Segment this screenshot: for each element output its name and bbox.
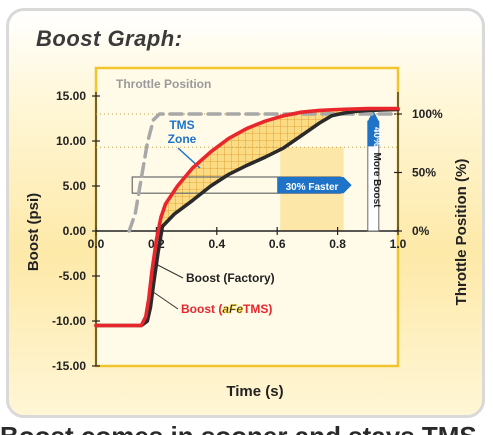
more-boost-text: More Boost [371, 153, 382, 209]
x-tick-label: 0.4 [208, 237, 225, 251]
tms-series-line [94, 106, 400, 328]
y2-tick-label: 100% [412, 107, 443, 121]
y-tick-label: -10.00 [52, 314, 86, 328]
tms-curve-label: Boost (aFeTMS) [181, 302, 272, 316]
y-tick-label: -5.00 [59, 269, 87, 283]
more-boost-pct: 40% [371, 127, 382, 147]
afe-logo: aFe [222, 302, 243, 316]
footer-text-fragment: Boost comes in sooner and stays TMS [0, 423, 493, 435]
x-tick-label: 1.0 [390, 237, 407, 251]
y-tick-label: 0.00 [63, 224, 87, 238]
faster-label: 30% Faster [286, 182, 339, 193]
y-tick-label: -15.00 [52, 359, 86, 373]
y-tick-label: 15.00 [56, 89, 86, 103]
throttle-position-label: Throttle Position [116, 77, 211, 91]
tms-zone-label-line1: TMS [169, 118, 194, 132]
y-tick-label: 5.00 [63, 179, 87, 193]
y2-tick-label: 50% [412, 166, 436, 180]
faster-arrow [277, 177, 352, 194]
factory-series-line [94, 107, 400, 328]
more-boost-arrow [367, 110, 379, 147]
y-axis-title: Boost (psi) [25, 193, 42, 271]
factory-curve-label: Boost (Factory) [186, 271, 275, 285]
y2-tick-label: 0% [412, 224, 430, 238]
x-tick-label: 0.6 [269, 237, 286, 251]
x-tick-label: 0.8 [329, 237, 346, 251]
y2-axis-title: Throttle Position (%) [453, 159, 470, 306]
x-axis-title: Time (s) [226, 383, 283, 400]
tms-zone-label-line2: Zone [168, 132, 197, 146]
y-tick-label: 10.00 [56, 134, 86, 148]
throttle-series-line [127, 112, 400, 233]
x-tick-label: 0.0 [88, 237, 105, 251]
chart-title: Boost Graph: [36, 26, 183, 51]
